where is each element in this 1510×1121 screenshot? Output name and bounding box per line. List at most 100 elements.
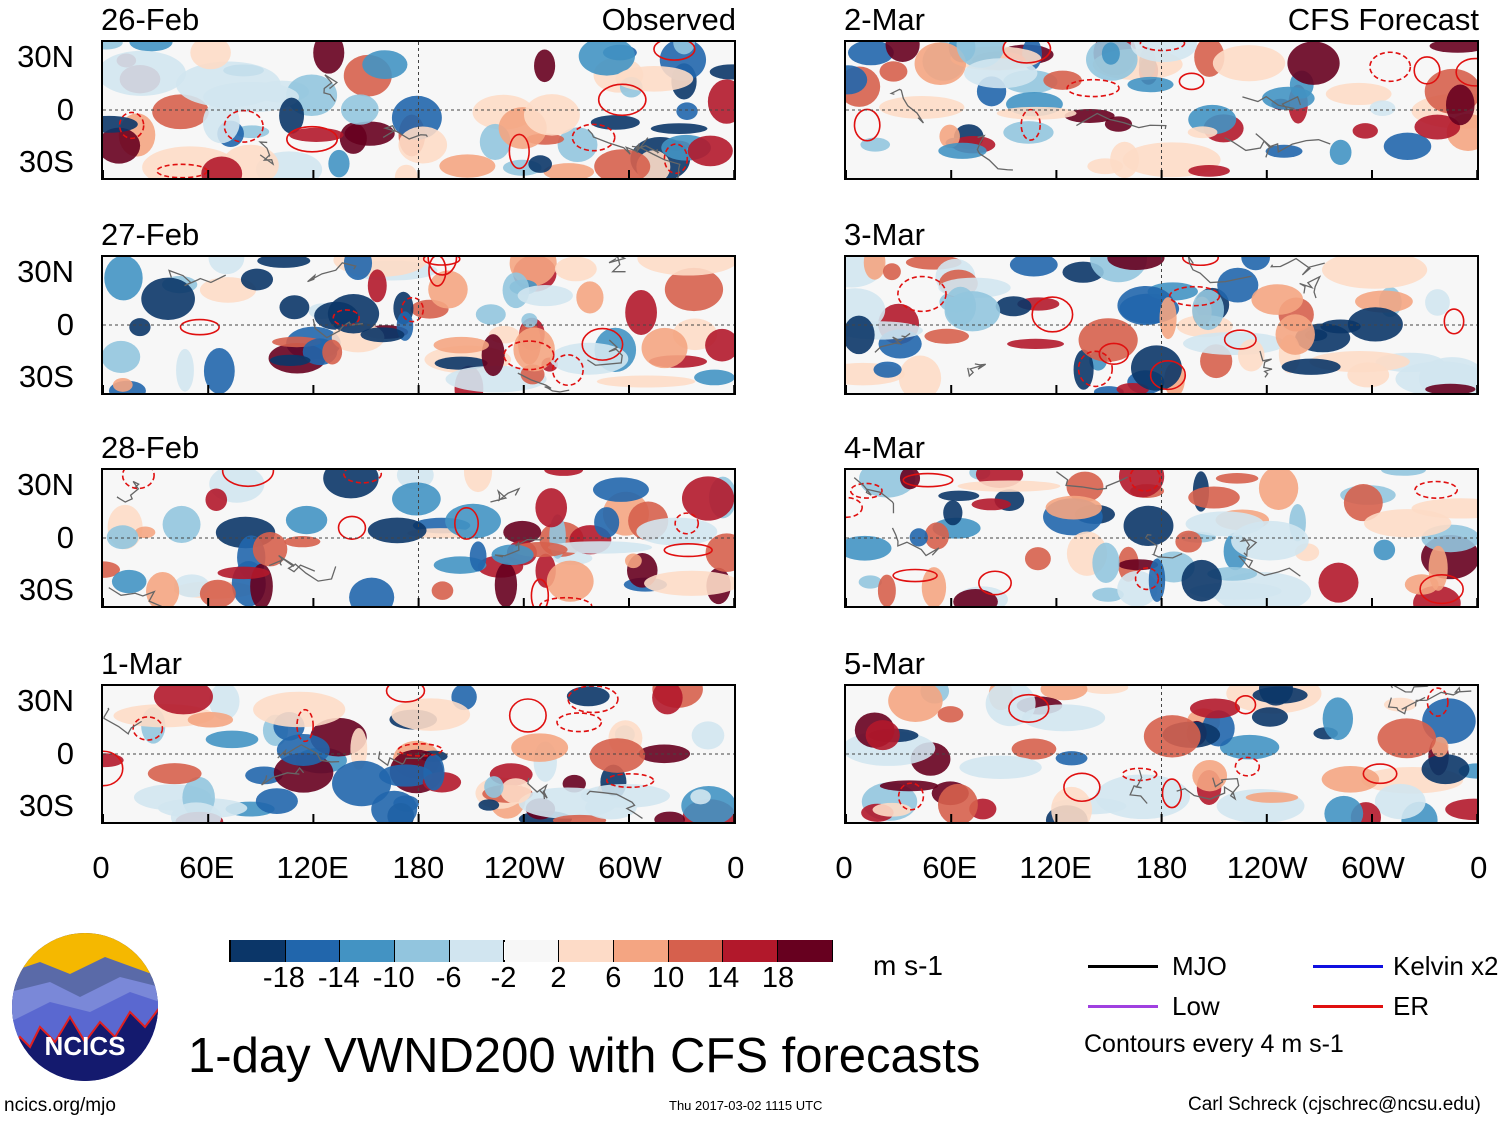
colorbar-swatch	[723, 940, 778, 962]
wind-anomaly-blob	[434, 356, 488, 370]
wind-anomaly-blob	[1073, 349, 1094, 390]
wind-anomaly-blob	[103, 42, 123, 50]
wind-anomaly-blob	[343, 257, 373, 281]
wind-anomaly-blob	[705, 328, 734, 362]
wind-anomaly-blob	[547, 541, 653, 554]
colorbar-swatch	[395, 940, 450, 962]
ncics-logo: NCICS	[10, 932, 160, 1082]
wind-anomaly-blob	[1130, 345, 1182, 391]
wind-anomaly-blob	[664, 267, 724, 312]
footer-url[interactable]: ncics.org/mjo	[4, 1095, 116, 1116]
wind-anomaly-blob	[1325, 82, 1392, 106]
colorbar-label: -14	[317, 962, 360, 994]
wind-anomaly-blob	[1414, 114, 1461, 140]
er-contour	[605, 773, 655, 789]
wind-anomaly-blob	[924, 522, 949, 550]
wind-anomaly-blob	[1322, 697, 1354, 741]
er-contour	[1182, 257, 1219, 267]
coastline	[103, 707, 643, 820]
wind-anomaly-blob	[201, 156, 243, 178]
wind-anomaly-blob	[1055, 751, 1088, 766]
wind-anomaly-blob	[208, 257, 245, 275]
wind-anomaly-blob	[500, 778, 532, 804]
wind-anomaly-blob	[1022, 704, 1106, 732]
er-contour	[400, 296, 425, 323]
wind-anomaly-blob	[879, 61, 908, 82]
wind-anomaly-blob	[846, 65, 868, 95]
er-contour	[1161, 778, 1183, 809]
wind-anomaly-blob	[367, 517, 427, 544]
er-contour	[118, 111, 145, 140]
legend-er-label: ER	[1393, 991, 1430, 1021]
wind-anomaly-blob	[1107, 257, 1165, 271]
legend-mjo-line	[1088, 965, 1158, 968]
colorbar-label: 18	[761, 962, 795, 994]
panel-date: 1-Mar	[101, 646, 182, 681]
map-panel	[101, 468, 736, 608]
wind-anomaly-blob	[1251, 707, 1289, 727]
er-contour	[1077, 350, 1113, 388]
wind-anomaly-blob	[1281, 358, 1341, 375]
wind-anomaly-blob	[596, 375, 696, 388]
wind-anomaly-blob	[1183, 331, 1286, 355]
wind-anomaly-blob	[1355, 290, 1413, 313]
lon-label: 180	[392, 850, 445, 885]
map-panel	[844, 255, 1479, 395]
wind-anomaly-blob	[394, 164, 418, 178]
wind-anomaly-blob	[1064, 109, 1115, 123]
er-contour	[1234, 694, 1257, 715]
wind-anomaly-blob	[1373, 539, 1396, 561]
wind-anomaly-blob	[1422, 698, 1476, 744]
wind-anomaly-blob	[431, 581, 454, 600]
wind-anomaly-blob	[445, 503, 501, 539]
wind-anomaly-blob	[1087, 158, 1124, 175]
wind-anomaly-blob	[327, 293, 380, 334]
colorbar-label: -18	[262, 962, 305, 994]
colorbar-label: -6	[435, 962, 462, 994]
wind-anomaly-blob	[1320, 319, 1361, 334]
wind-anomaly-blob	[557, 127, 598, 163]
er-contour	[539, 596, 593, 606]
wind-anomaly-blob	[543, 163, 595, 178]
wind-anomaly-blob	[589, 738, 646, 773]
er-contour	[343, 470, 383, 484]
colorbar-label: 6	[605, 962, 622, 994]
legend-mjo-label: MJO	[1172, 951, 1227, 981]
wind-anomaly-blob	[129, 42, 173, 52]
wind-anomaly-blob	[284, 536, 321, 548]
map-panel	[844, 468, 1479, 608]
er-contour	[1020, 108, 1041, 141]
wind-anomaly-blob	[1347, 362, 1390, 388]
er-contour	[1413, 56, 1441, 85]
wind-anomaly-blob	[654, 811, 686, 822]
lat-label: 30N	[17, 39, 74, 74]
panel-date: 2-Mar	[844, 2, 925, 37]
wind-anomaly-blob	[1117, 570, 1158, 606]
wind-anomaly-blob	[175, 61, 281, 108]
coastline	[889, 88, 1331, 171]
wind-anomaly-blob	[340, 94, 379, 125]
wind-anomaly-blob	[546, 560, 594, 602]
wind-anomaly-blob	[641, 327, 688, 369]
wind-anomaly-blob	[615, 65, 694, 92]
er-contour	[427, 257, 458, 276]
lon-label: 0	[1470, 850, 1488, 885]
wind-anomaly-blob	[106, 525, 139, 550]
lat-label: 30S	[18, 788, 74, 823]
wind-anomaly-blob	[141, 277, 195, 321]
lon-label: 120W	[1226, 850, 1308, 885]
er-contour	[286, 125, 339, 153]
wind-anomaly-blob	[279, 97, 305, 134]
wind-anomaly-blob	[1082, 686, 1129, 695]
er-contour	[132, 716, 164, 741]
coastline	[168, 257, 627, 393]
wind-anomaly-blob	[240, 268, 274, 291]
er-contour	[581, 327, 624, 361]
lon-label: 60E	[922, 850, 978, 885]
wind-anomaly-blob	[637, 257, 734, 276]
wind-anomaly-blob	[1078, 318, 1138, 362]
panel-date: 3-Mar	[844, 217, 925, 252]
er-contour	[1419, 573, 1464, 605]
wind-anomaly-blob	[1188, 486, 1240, 509]
wind-anomaly-blob	[523, 94, 580, 136]
